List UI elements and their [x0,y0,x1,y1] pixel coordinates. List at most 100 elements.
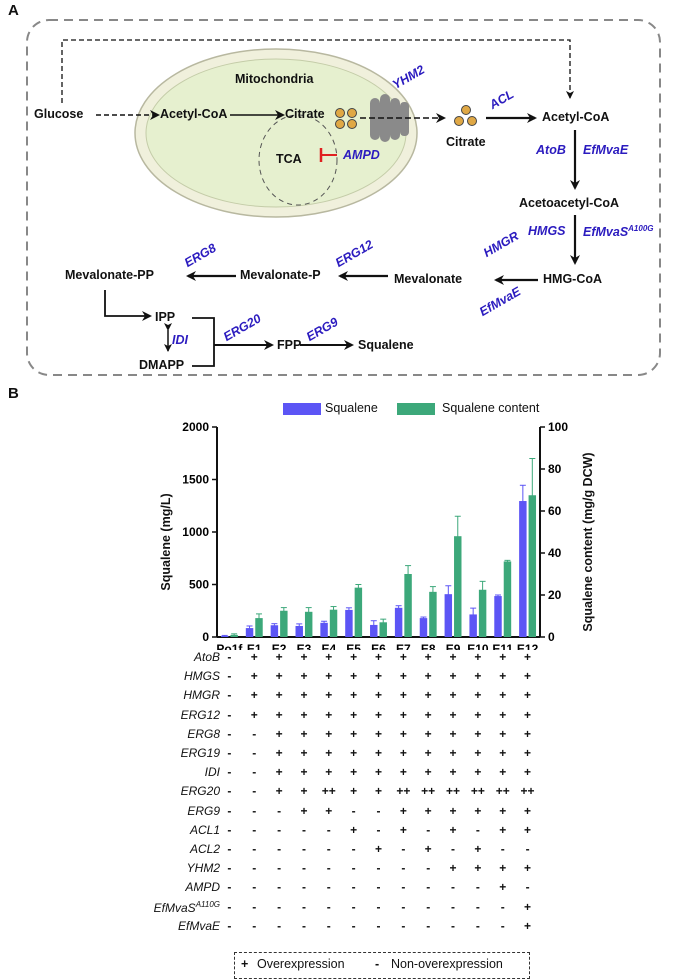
y-tick-label-left: 0 [202,630,209,644]
citrate-mito-label: Citrate [285,107,325,121]
expression-mark: + [499,765,507,780]
expression-mark: - [277,803,282,818]
cytosol-frame [26,19,661,376]
expression-mark: - [451,918,456,933]
expression-mark: + [449,707,457,722]
expression-mark: - [227,899,232,914]
expression-mark: - [227,918,232,933]
expression-mark: + [300,803,308,818]
expression-mark: + [275,765,283,780]
expression-mark: - [277,918,282,933]
expression-mark: - [277,842,282,856]
expression-mark: - [301,899,306,914]
acetoacetyl-coa-label: Acetoacetyl-CoA [519,196,620,210]
y-tick-label-right: 60 [548,504,562,518]
x-tick-label: E3 [297,642,312,650]
acetyl-coa-cyto-label: Acetyl-CoA [542,110,610,124]
expression-mark: - [301,880,306,895]
expression-mark: + [399,688,407,703]
expression-key: + Overexpression - Non-overexpression [234,952,530,979]
expression-mark: ++ [321,784,336,799]
expression-mark: - [351,918,356,933]
expression-mark: + [300,669,308,684]
expression-mark: - [401,918,406,933]
x-tick-label: E8 [421,642,436,650]
expression-mark: + [399,765,407,780]
dmapp-label: DMAPP [139,358,185,372]
legend-swatch-squalene-content [397,403,435,415]
bar-squalene-content [230,634,238,637]
bar-squalene-content [255,618,263,637]
expression-mark: - [451,899,456,914]
x-tick-label: E1 [247,642,262,650]
expression-mark: - [451,842,456,856]
expression-mark: + [499,726,507,741]
expression-mark: + [499,650,507,664]
bar-squalene [444,594,453,637]
expression-mark: + [325,726,333,741]
ipp-label: IPP [155,310,176,324]
bar-squalene [295,625,303,637]
expression-mark: + [350,707,358,722]
expression-mark: + [424,650,432,664]
expression-mark: + [474,842,482,856]
key-plus-label: Overexpression [257,957,345,971]
gene-label: ACL1 [189,822,220,837]
expression-mark: + [474,765,482,780]
expression-mark: + [424,803,432,818]
expression-mark: - [525,880,530,895]
y-tick-label-left: 500 [189,578,209,592]
mitochondria-label: Mitochondria [235,72,314,86]
expression-mark: - [252,726,257,741]
gene-label: IDI [204,765,220,780]
expression-mark: + [300,688,308,703]
expression-mark: - [326,861,331,876]
expression-mark: - [227,842,232,856]
expression-mark: + [499,669,507,684]
legend-label-squalene: Squalene [325,401,378,415]
expression-mark: + [399,650,407,664]
expression-mark: - [301,918,306,933]
pathway-diagram [26,19,661,376]
expression-mark: + [499,822,507,837]
expression-mark: + [350,822,358,837]
hmgs-label: HMGS [528,224,566,238]
expression-mark: + [374,688,382,703]
bar-squalene-content [280,610,288,637]
glucose-label: Glucose [34,107,84,121]
expression-mark: + [399,669,407,684]
expression-mark: - [401,899,406,914]
expression-mark: + [350,746,358,760]
y-tick-label-left: 1500 [182,473,209,487]
expression-mark: + [499,707,507,722]
y-axis-title-right: Squalene content (mg/g DCW) [581,452,595,632]
expression-mark: + [524,803,532,818]
expression-mark: - [252,784,257,799]
x-tick-label: E10 [467,642,489,650]
expression-mark: - [227,765,232,780]
expression-mark: - [451,880,456,895]
expression-mark: - [252,842,257,856]
y-tick-label-right: 80 [548,462,562,476]
glucose-bypass-arrow [61,39,574,103]
expression-mark: + [275,707,283,722]
bar-squalene-content [429,591,437,637]
expression-mark: + [424,669,432,684]
expression-mark: - [475,918,480,933]
x-tick-label: Po1f [216,642,243,650]
expression-mark: + [374,650,382,664]
expression-mark: - [326,842,331,856]
expression-mark: + [449,822,457,837]
bar-squalene [469,614,477,637]
expression-mark: + [449,746,457,760]
fpp-label: FPP [277,338,302,352]
expression-mark: + [449,803,457,818]
bar-squalene [245,628,254,637]
expression-mark: - [277,880,282,895]
legend-label-squalene-content: Squalene content [442,401,540,415]
expression-mark: - [426,880,431,895]
expression-mark: - [351,880,356,895]
panel-a-letter: A [8,2,19,19]
expression-mark: + [474,688,482,703]
gene-label: EfMvaE [177,918,220,933]
